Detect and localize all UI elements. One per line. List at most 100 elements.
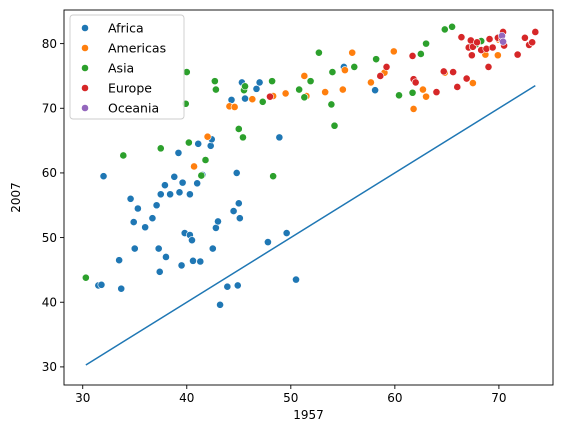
legend-marker-europe — [81, 84, 89, 92]
point-africa — [148, 214, 157, 223]
x-tick-label: 70 — [491, 391, 506, 405]
point-africa — [178, 178, 187, 187]
point-africa — [97, 280, 106, 289]
point-africa — [174, 148, 183, 157]
point-africa — [223, 282, 232, 291]
point-americas — [367, 78, 375, 87]
point-africa — [241, 94, 249, 103]
point-africa — [170, 172, 179, 181]
point-americas — [321, 88, 330, 97]
point-africa — [161, 181, 169, 190]
point-americas — [419, 85, 427, 94]
reference-line — [85, 85, 536, 366]
x-tick-label: 30 — [75, 391, 90, 405]
legend-marker-africa — [81, 24, 89, 32]
point-asia — [327, 100, 336, 109]
point-europe — [376, 72, 385, 80]
point-asia — [119, 151, 128, 160]
point-africa — [126, 194, 135, 203]
y-tick-label: 50 — [42, 231, 57, 245]
x-tick-label: 50 — [283, 391, 298, 405]
point-asia — [201, 156, 210, 164]
point-asia — [197, 171, 206, 180]
axes-frame — [63, 9, 554, 386]
point-asia — [350, 62, 359, 71]
point-europe — [382, 62, 391, 71]
legend-label-oceania: Oceania — [108, 101, 159, 116]
y-axis-ticks: 30 40 50 60 70 80 — [42, 37, 64, 374]
point-europe — [521, 33, 529, 42]
point-europe — [453, 83, 462, 91]
points-layer — [81, 22, 540, 309]
point-africa — [166, 190, 175, 199]
point-europe — [531, 28, 540, 36]
point-americas — [493, 51, 502, 60]
point-africa — [227, 95, 236, 104]
point-asia — [156, 144, 165, 153]
point-asia — [330, 121, 339, 130]
point-americas — [338, 85, 347, 94]
point-africa — [189, 256, 197, 265]
y-tick-label: 60 — [42, 166, 57, 180]
y-tick-label: 80 — [42, 37, 57, 51]
point-asia — [416, 50, 425, 58]
point-africa — [130, 244, 139, 253]
point-asia — [239, 133, 247, 142]
point-asia — [295, 85, 304, 94]
point-asia — [241, 82, 249, 91]
point-europe — [482, 44, 491, 53]
plot-area — [81, 22, 540, 366]
point-europe — [513, 50, 522, 59]
point-asia — [81, 273, 90, 282]
point-africa — [275, 133, 284, 142]
point-asia — [268, 77, 276, 86]
point-asia — [372, 55, 381, 64]
point-asia — [184, 138, 193, 147]
point-africa — [282, 229, 291, 237]
point-americas — [422, 92, 430, 101]
x-axis-label: 1957 — [293, 408, 324, 422]
point-africa — [156, 190, 165, 199]
point-africa — [233, 281, 242, 290]
point-europe — [528, 38, 537, 47]
point-africa — [152, 201, 161, 210]
point-oceania — [499, 37, 507, 46]
point-africa — [194, 139, 203, 148]
point-europe — [485, 35, 494, 43]
y-axis-label: 2007 — [9, 182, 23, 213]
point-europe — [467, 51, 476, 60]
point-europe — [449, 68, 458, 76]
x-tick-label: 60 — [387, 391, 402, 405]
point-asia — [269, 172, 278, 181]
point-africa — [371, 86, 379, 95]
point-africa — [235, 214, 244, 223]
point-europe — [462, 74, 471, 83]
reference-line-layer — [85, 85, 536, 366]
point-americas — [348, 48, 357, 57]
legend-marker-americas — [81, 44, 89, 52]
point-europe — [473, 38, 481, 47]
point-asia — [448, 22, 456, 31]
point-africa — [255, 78, 264, 87]
point-africa — [129, 218, 138, 226]
point-europe — [411, 78, 420, 87]
point-africa — [162, 253, 170, 261]
point-africa — [188, 236, 196, 245]
point-africa — [185, 190, 194, 199]
legend-label-americas: Americas — [108, 41, 166, 56]
point-europe — [457, 33, 466, 42]
point-americas — [389, 47, 398, 56]
point-africa — [196, 257, 205, 266]
point-europe — [432, 88, 441, 97]
legend-marker-oceania — [81, 104, 89, 112]
point-africa — [193, 179, 202, 188]
point-asia — [328, 68, 337, 76]
point-africa — [117, 284, 126, 293]
point-asia — [300, 93, 309, 102]
point-asia — [408, 88, 417, 97]
point-africa — [212, 223, 220, 232]
x-axis-ticks: 30 40 50 60 70 — [75, 385, 507, 405]
legend-label-europe: Europe — [108, 81, 152, 96]
legend-marker-asia — [81, 64, 89, 72]
point-africa — [133, 204, 142, 213]
